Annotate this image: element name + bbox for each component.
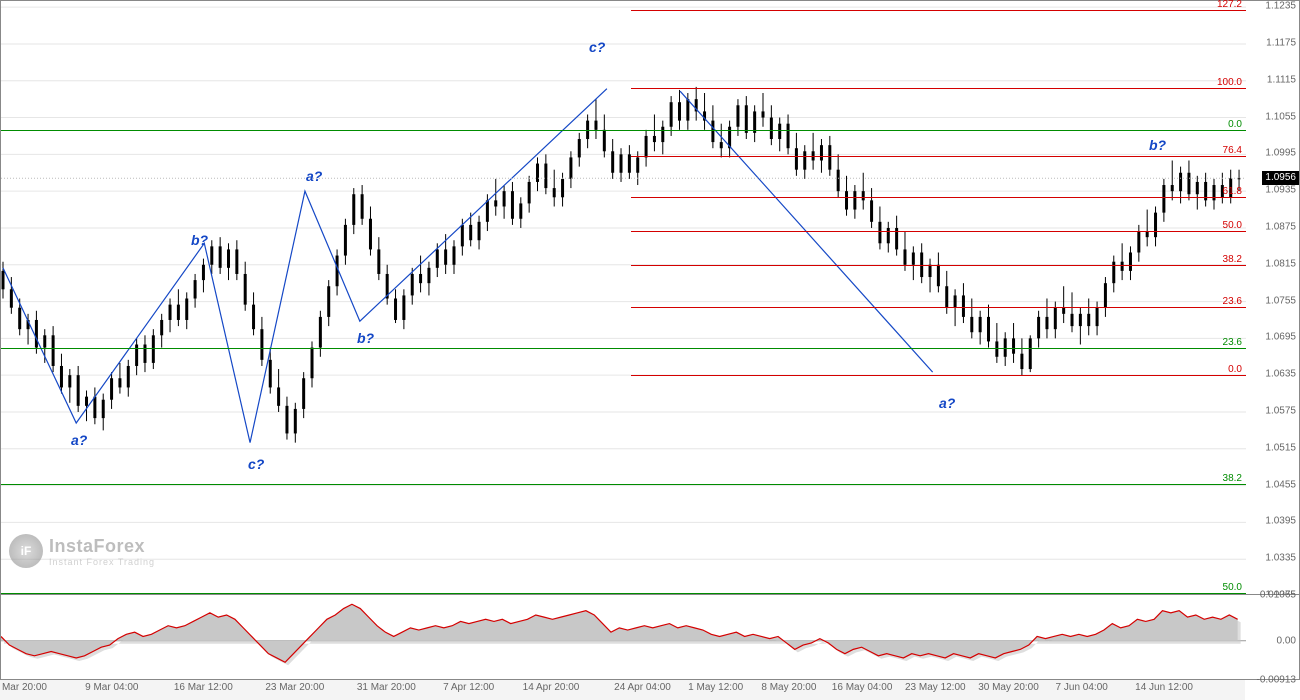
time-axis-tick: 8 May 20:00 [761,682,816,693]
fib-level-line: 23.6 [631,307,1246,308]
chart-root: 127.2100.076.461.850.038.223.60.00.023.6… [0,0,1300,700]
price-chart-pane[interactable]: 127.2100.076.461.850.038.223.60.00.023.6… [0,0,1300,595]
fib-level-label: 61.8 [1223,186,1242,197]
elliott-wave-label: b? [1149,137,1166,153]
price-axis-tick: 1.0455 [1265,479,1296,490]
fib-level-line: 50.0 [631,231,1246,232]
time-x-axis: 1 Mar 20:00 9 Mar 04:00 16 Mar 12:00 23 Mar… [0,680,1245,700]
fib-level-label: 38.2 [1223,473,1242,484]
price-axis-tick: 1.0515 [1265,442,1296,453]
fib-level-label: 0.0 [1228,119,1242,130]
elliott-wave-label: a? [939,395,955,411]
price-y-axis: 1.1235 1.1175 1.1115 1.1055 1.0995 1.0935 1.08… [1245,0,1300,595]
price-chart-svg [1,1,1246,596]
time-axis-tick: 7 Jun 04:00 [1056,682,1108,693]
indicator-axis-tick: -0.00913 [1257,675,1296,686]
fib-level-label: 0.0 [1228,364,1242,375]
price-axis-tick: 1.0635 [1265,369,1296,380]
time-axis-tick: 24 Apr 04:00 [614,682,671,693]
price-axis-tick: 1.1055 [1265,111,1296,122]
indicator-pane[interactable] [0,595,1300,680]
price-axis-tick: 1.0995 [1265,148,1296,159]
fib-level-label: 38.2 [1223,254,1242,265]
time-axis-tick: 23 Mar 20:00 [265,682,324,693]
price-axis-tick: 1.1175 [1266,37,1296,48]
fib-level-label: 23.6 [1223,296,1242,307]
price-axis-tick: 1.0875 [1265,221,1296,232]
fib-level-line: 76.4 [631,156,1246,157]
fib-level-label: 100.0 [1217,77,1242,88]
time-axis-tick: 16 Mar 12:00 [174,682,233,693]
time-axis-tick: 14 Apr 20:00 [523,682,580,693]
time-axis-tick: 31 Mar 20:00 [357,682,416,693]
indicator-axis-tick: 0.01065 [1260,590,1296,601]
watermark: iF InstaForex Instant Forex Trading [9,534,155,568]
time-axis-tick: 14 Jun 12:00 [1135,682,1193,693]
time-axis-tick: 1 Mar 20:00 [0,682,47,693]
fib-level-line: 50.0 [1,593,1246,594]
elliott-wave-label: b? [191,232,208,248]
brand-tagline: Instant Forex Trading [49,557,155,567]
fib-level-label: 76.4 [1223,145,1242,156]
price-axis-tick: 1.0395 [1265,516,1296,527]
fib-level-label: 50.0 [1223,220,1242,231]
elliott-wave-label: a? [71,432,87,448]
time-axis-tick: 16 May 04:00 [832,682,893,693]
price-axis-tick: 1.0755 [1265,295,1296,306]
fib-level-line: 38.2 [631,265,1246,266]
time-axis-tick: 30 May 20:00 [978,682,1039,693]
fib-level-label: 127.2 [1217,0,1242,10]
elliott-wave-label: c? [589,39,605,55]
fib-level-label: 50.0 [1223,582,1242,593]
fib-level-line: 23.6 [1,348,1246,349]
logo-icon: iF [9,534,43,568]
indicator-svg [1,595,1246,680]
price-axis-tick: 1.0695 [1265,332,1296,343]
fib-level-line: 100.0 [631,88,1246,89]
elliott-wave-label: c? [248,456,264,472]
elliott-wave-label: b? [357,330,374,346]
time-axis-tick: 7 Apr 12:00 [443,682,494,693]
price-axis-tick: 1.0815 [1265,258,1296,269]
fib-level-line: 0.0 [631,375,1246,376]
brand-name: InstaForex [49,536,155,557]
time-axis-tick: 9 Mar 04:00 [85,682,138,693]
elliott-wave-label: a? [306,168,322,184]
price-axis-tick: 1.0335 [1265,553,1296,564]
price-axis-tick: 1.1115 [1267,74,1296,85]
price-axis-tick: 1.0575 [1265,405,1296,416]
price-axis-tick: 1.1235 [1265,1,1296,12]
fib-level-line: 127.2 [631,10,1246,11]
indicator-y-axis: 0.010650.00-0.00913 [1245,595,1300,680]
indicator-axis-tick: 0.00 [1277,635,1296,646]
time-axis-tick: 23 May 12:00 [905,682,966,693]
fib-level-line: 38.2 [1,484,1246,485]
fib-level-line: 0.0 [1,130,1246,131]
time-axis-tick: 1 May 12:00 [688,682,743,693]
fib-level-line: 61.8 [631,197,1246,198]
price-axis-tick: 1.0935 [1265,185,1296,196]
fib-level-label: 23.6 [1223,337,1242,348]
